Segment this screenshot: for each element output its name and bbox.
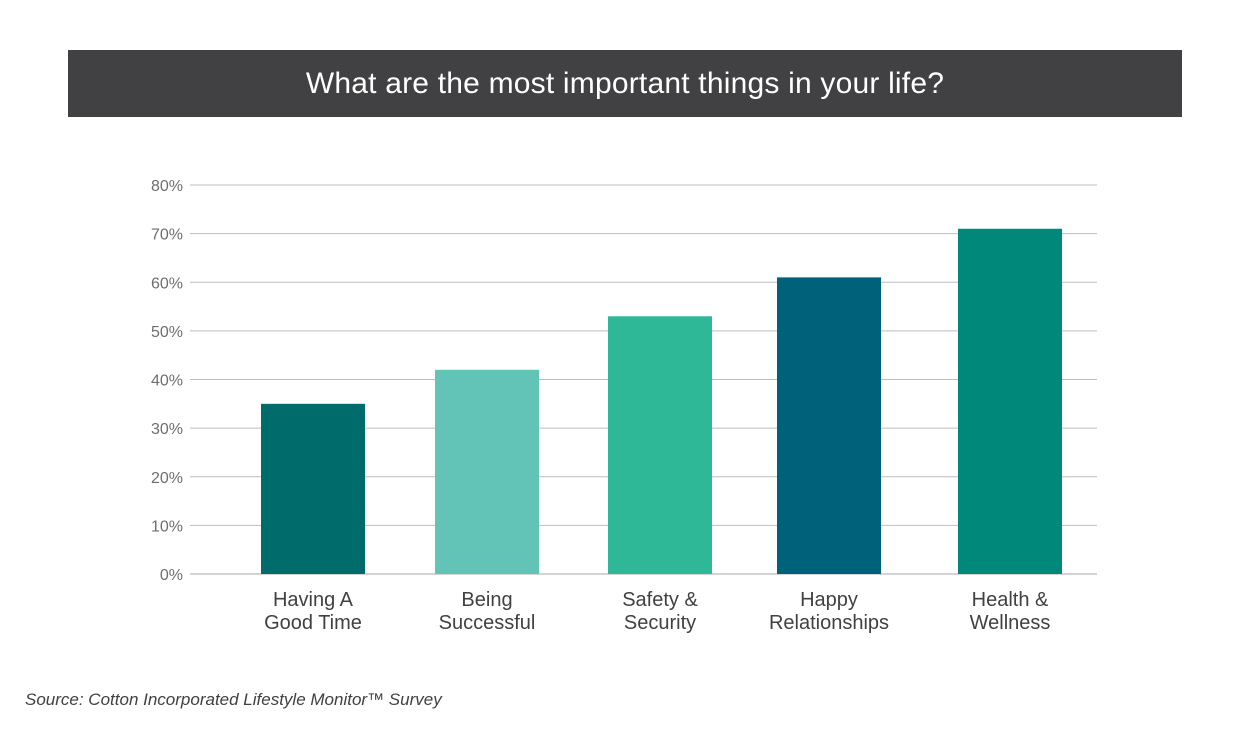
- y-tick-label: 80%: [151, 178, 183, 195]
- x-category-label: Good Time: [264, 612, 362, 634]
- bar: [261, 403, 365, 574]
- x-category-label: Safety &: [622, 589, 698, 611]
- x-category-label: Health &: [972, 589, 1049, 611]
- source-note: Source: Cotton Incorporated Lifestyle Mo…: [25, 690, 442, 709]
- bar: [777, 277, 881, 574]
- x-category-label: Security: [624, 612, 696, 634]
- x-category-label: Being: [461, 589, 512, 611]
- y-tick-label: 20%: [151, 470, 183, 487]
- bar: [958, 228, 1062, 574]
- x-category-label: Relationships: [769, 612, 889, 634]
- y-tick-label: 40%: [151, 373, 183, 390]
- title-bar: What are the most important things in yo…: [68, 50, 1182, 117]
- y-tick-label: 0%: [160, 567, 183, 584]
- x-category-label: Successful: [439, 612, 536, 634]
- y-tick-label: 70%: [151, 227, 183, 244]
- y-tick-label: 60%: [151, 275, 183, 292]
- x-category-label: Wellness: [970, 612, 1051, 634]
- x-category-label: Having A: [273, 589, 354, 611]
- chart-title: What are the most important things in yo…: [305, 66, 945, 100]
- bar: [608, 316, 712, 574]
- bar: [435, 369, 539, 574]
- y-tick-label: 30%: [151, 421, 183, 438]
- y-tick-label: 50%: [151, 324, 183, 341]
- y-tick-label: 10%: [151, 518, 183, 535]
- x-category-label: Happy: [800, 589, 858, 611]
